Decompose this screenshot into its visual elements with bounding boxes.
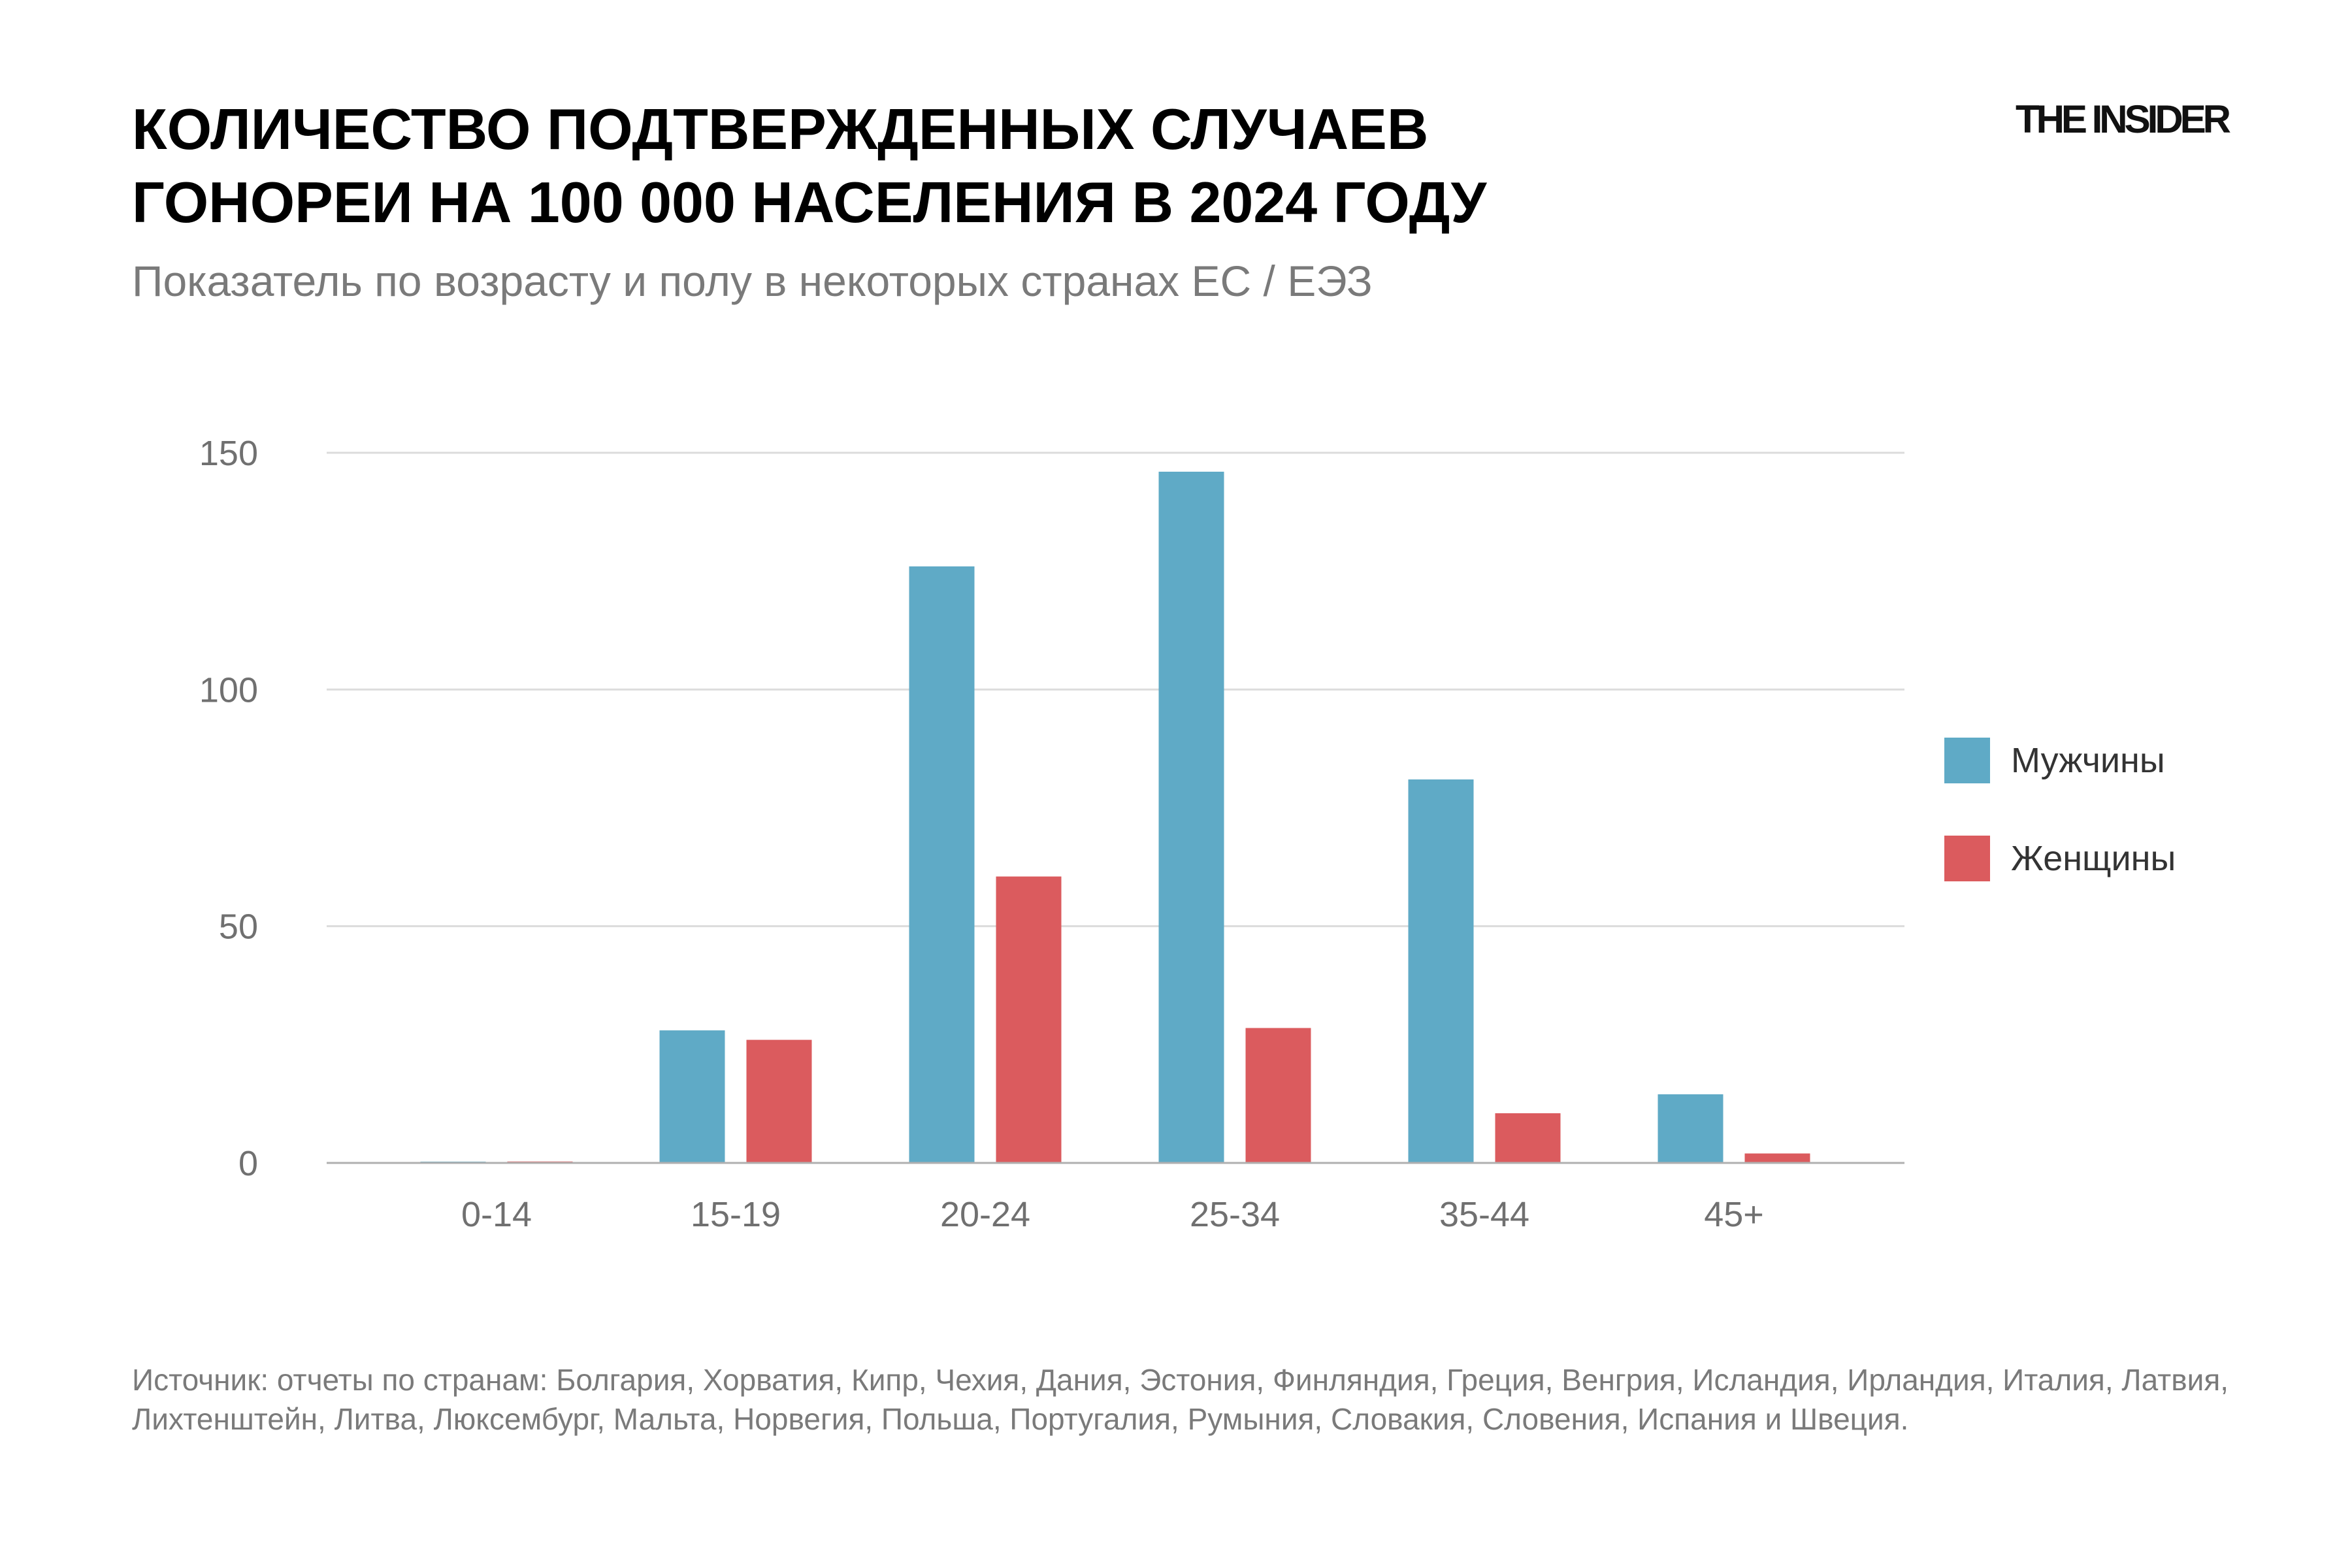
x-tick-label: 35-44 — [1439, 1195, 1529, 1234]
bar-male-35-44 — [1408, 779, 1474, 1163]
bar-female-45+ — [1744, 1153, 1810, 1163]
bar-male-15-19 — [659, 1030, 725, 1163]
x-tick-label: 15-19 — [691, 1195, 781, 1234]
legend-item-male: Мужчины — [1944, 737, 2176, 784]
legend-swatch-female — [1944, 836, 1990, 881]
legend-label-male: Мужчины — [2011, 741, 2165, 780]
y-tick-label: 100 — [199, 670, 258, 710]
legend-label-female: Женщины — [2011, 839, 2176, 878]
y-tick-label: 150 — [199, 434, 258, 473]
legend-item-female: Женщины — [1944, 835, 2176, 882]
bar-female-35-44 — [1495, 1113, 1561, 1163]
legend-swatch-male — [1944, 738, 1990, 783]
x-tick-label: 45+ — [1704, 1195, 1764, 1234]
x-tick-label: 0-14 — [461, 1195, 532, 1234]
x-tick-label: 25-34 — [1190, 1195, 1280, 1234]
bar-male-20-24 — [909, 566, 975, 1163]
bar-male-45+ — [1658, 1094, 1723, 1163]
bar-female-20-24 — [996, 876, 1062, 1163]
x-tick-label: 20-24 — [940, 1195, 1030, 1234]
y-tick-label: 0 — [238, 1144, 258, 1183]
chart-title: КОЛИЧЕСТВО ПОДТВЕРЖДЕННЫХ СЛУЧАЕВ ГОНОРЕ… — [132, 93, 1896, 239]
chart-subtitle: Показатель по возрасту и полу в некоторы… — [132, 257, 1373, 305]
chart-title-line-2: ГОНОРЕИ НА 100 000 НАСЕЛЕНИЯ В 2024 ГОДУ — [132, 170, 1487, 235]
the-insider-logo: THE INSIDER — [2015, 97, 2231, 141]
y-tick-label: 50 — [219, 907, 258, 947]
chart-title-line-1: КОЛИЧЕСТВО ПОДТВЕРЖДЕННЫХ СЛУЧАЕВ — [132, 97, 1429, 161]
bar-female-25-34 — [1245, 1028, 1311, 1163]
chart-legend: Мужчины Женщины — [1944, 737, 2176, 933]
source-note: Источник: отчеты по странам: Болгария, Х… — [132, 1363, 2229, 1436]
bar-male-25-34 — [1158, 471, 1224, 1163]
bar-female-15-19 — [746, 1039, 812, 1163]
